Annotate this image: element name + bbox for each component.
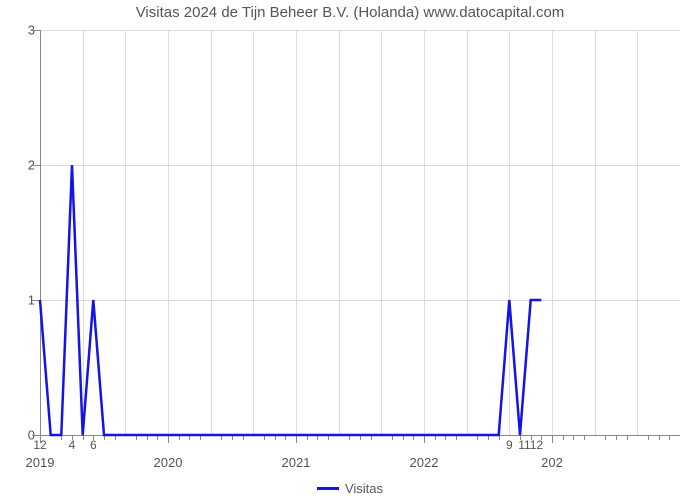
legend: Visitas [0,477,700,496]
legend-swatch [317,487,339,490]
x-major-label: 2019 [26,455,55,470]
x-minor-label: 9 [506,438,513,452]
x-major-label: 2022 [410,455,439,470]
y-tick-label: 0 [5,428,35,443]
chart-title: Visitas 2024 de Tijn Beheer B.V. (Holand… [0,4,700,21]
y-tick-label: 1 [5,293,35,308]
x-minor-label: 1112 [518,438,543,452]
visits-line [40,165,541,435]
legend-label: Visitas [345,481,383,496]
x-major-label: 2021 [282,455,311,470]
y-tick-label: 2 [5,158,35,173]
x-minor-label: 12 [33,438,46,452]
plot-area [40,30,680,435]
x-minor-label: 6 [90,438,97,452]
visits-line-chart: Visitas 2024 de Tijn Beheer B.V. (Holand… [0,0,700,500]
x-minor-label: 4 [69,438,76,452]
x-major-label: 2020 [154,455,183,470]
legend-item: Visitas [317,481,383,496]
line-path-layer [40,30,680,435]
y-tick-label: 3 [5,23,35,38]
x-major-label: 202 [541,455,563,470]
